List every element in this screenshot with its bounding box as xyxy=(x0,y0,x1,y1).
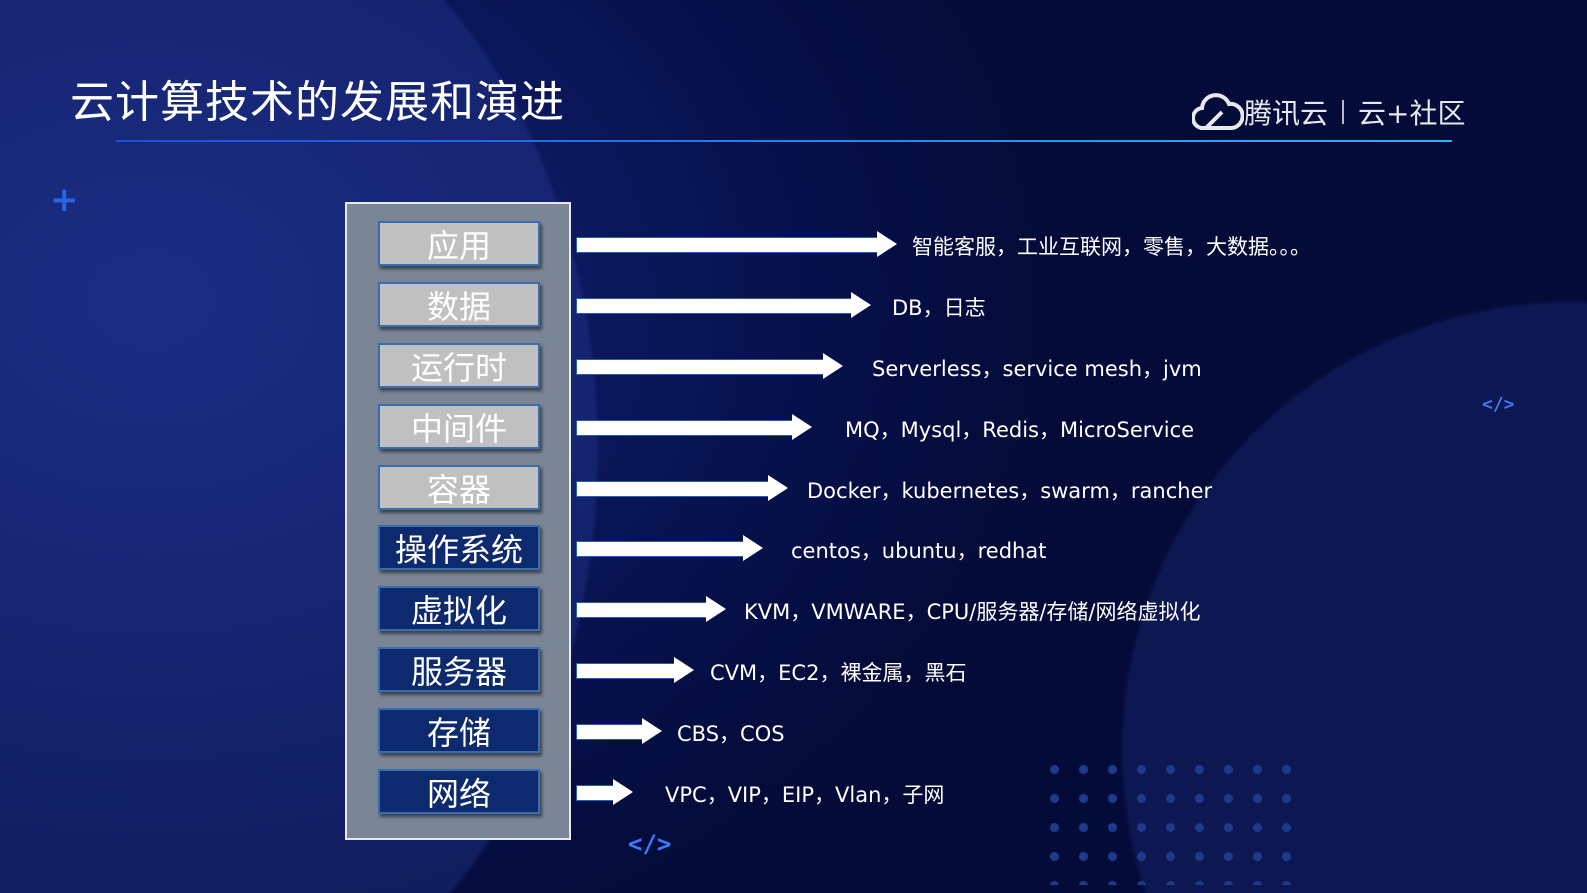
layer-description: Serverless，service mesh，jvm xyxy=(872,357,1202,381)
layer-box: 运行时 xyxy=(378,343,540,388)
arrow-icon xyxy=(576,231,897,257)
plus-icon: + xyxy=(50,180,79,220)
title-divider xyxy=(116,140,1452,142)
layer-box: 应用 xyxy=(378,221,540,266)
arrow-icon xyxy=(576,779,633,805)
arrow-icon xyxy=(576,292,871,318)
layer-description: Docker，kubernetes，swarm，rancher xyxy=(807,479,1213,503)
layer-box: 数据 xyxy=(378,282,540,327)
arrow-icon xyxy=(576,596,726,622)
slide-title: 云计算技术的发展和演进 xyxy=(70,77,565,128)
layer-description: KVM，VMWARE，CPU/服务器/存储/网络虚拟化 xyxy=(744,600,1201,624)
code-tag-icon: </> xyxy=(628,830,672,858)
layer-description: CBS，COS xyxy=(677,722,785,746)
arrow-icon xyxy=(576,535,763,561)
layer-description: MQ，Mysql，Redis，MicroService xyxy=(845,418,1195,442)
arrow-icon xyxy=(576,475,788,501)
tencent-cloud-logo: 腾讯云 云+社区 xyxy=(1192,92,1465,132)
layer-description: DB，日志 xyxy=(892,296,986,320)
layer-box: 容器 xyxy=(378,465,540,510)
layer-box: 操作系统 xyxy=(378,525,540,570)
layer-box: 网络 xyxy=(378,769,540,814)
logo-separator xyxy=(1342,100,1345,124)
cloud-icon xyxy=(1192,93,1244,131)
layer-description: centos，ubuntu，redhat xyxy=(791,539,1047,563)
brand-name: 腾讯云 xyxy=(1244,97,1329,130)
layer-description: VPC，VIP，EIP，Vlan，子网 xyxy=(665,783,945,807)
arrow-icon xyxy=(576,718,662,744)
arrow-icon xyxy=(576,353,843,379)
dot-pattern xyxy=(1040,755,1300,885)
layer-description: 智能客服，工业互联网，零售，大数据。。。 xyxy=(912,235,1311,259)
layer-box: 虚拟化 xyxy=(378,586,540,631)
community-name: 云+社区 xyxy=(1358,97,1466,130)
layer-box: 存储 xyxy=(378,708,540,753)
layer-description: CVM，EC2，裸金属，黑石 xyxy=(710,661,967,685)
layer-box: 中间件 xyxy=(378,404,540,449)
layer-box: 服务器 xyxy=(378,647,540,692)
arrow-icon xyxy=(576,657,694,683)
code-tag-icon: </> xyxy=(1482,394,1515,415)
arrow-icon xyxy=(576,414,812,440)
